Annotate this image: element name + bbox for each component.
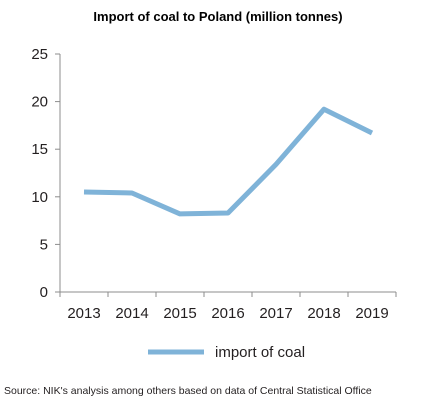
source-note: Source: NIK's analysis among others base…	[4, 385, 372, 397]
legend-label: import of coal	[215, 344, 305, 361]
x-axis-ticks: 2013 2014 2015 2016 2017 2018 2019	[59, 292, 397, 322]
x-tick-label: 2016	[211, 305, 244, 322]
series-line-0	[83, 106, 374, 217]
series-layer	[83, 106, 374, 217]
x-tick-label: 2015	[163, 305, 196, 322]
legend: import of coal	[148, 344, 305, 361]
y-tick-label: 20	[31, 94, 48, 111]
x-tick-label: 2018	[307, 305, 340, 322]
y-axis-ticks: 0 5 10 15 20 25	[31, 46, 60, 301]
y-tick-label: 10	[31, 189, 48, 206]
y-tick-label: 0	[40, 284, 48, 301]
x-tick-label: 2019	[355, 305, 388, 322]
y-tick-label: 5	[40, 236, 48, 253]
y-tick-label: 15	[31, 141, 48, 158]
x-tick-label: 2014	[115, 305, 148, 322]
x-tick-label: 2017	[259, 305, 292, 322]
chart-title: Import of coal to Poland (million tonnes…	[93, 9, 342, 24]
y-tick-label: 25	[31, 46, 48, 63]
x-tick-label: 2013	[67, 305, 100, 322]
